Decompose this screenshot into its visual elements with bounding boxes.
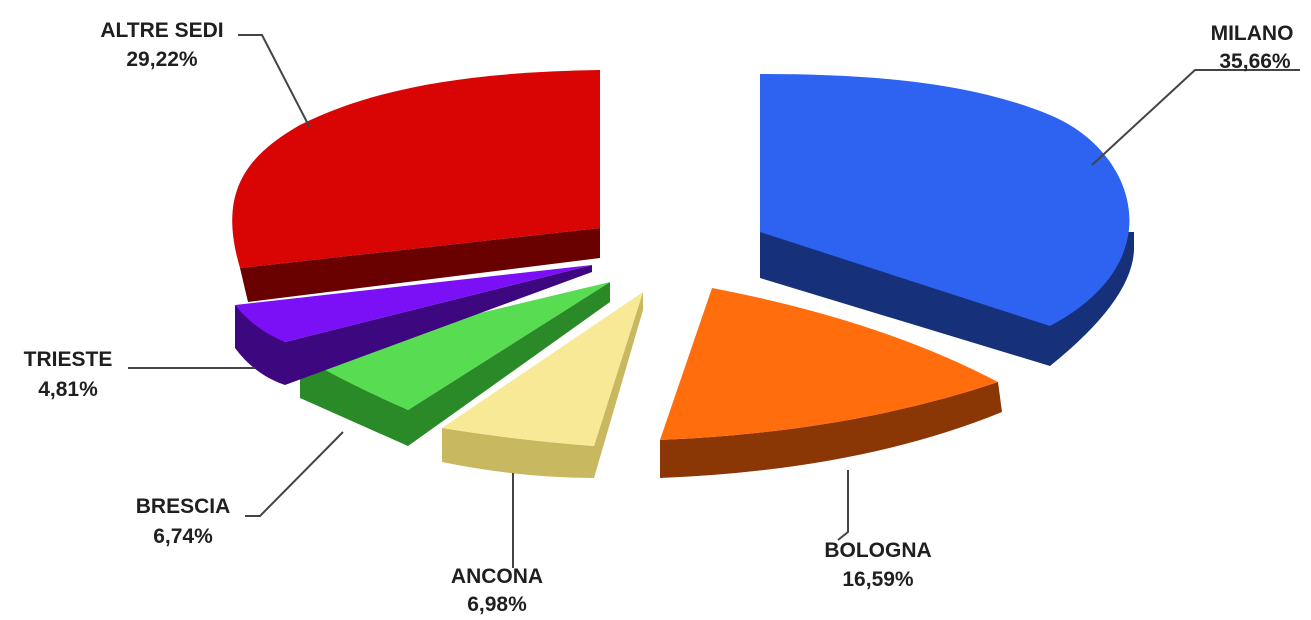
slice-altre-sedi-top: [232, 70, 600, 268]
label-trieste: TRIESTE 4,81%: [24, 348, 113, 401]
slice-bologna-side: [660, 382, 1002, 478]
leader-altre-sedi: [238, 34, 311, 129]
slice-brescia-top: [300, 282, 610, 410]
label-ancona-value: 6,98%: [467, 593, 527, 616]
label-brescia: BRESCIA 6,74%: [136, 495, 231, 548]
slice-altre-sedi-side: [240, 228, 600, 302]
slice-brescia: [300, 282, 610, 446]
label-altre-sedi-name: ALTRE SEDI: [100, 19, 223, 42]
leader-bologna: [837, 470, 849, 541]
leader-brescia: [245, 431, 344, 517]
slice-ancona: [442, 292, 643, 478]
slice-trieste-side: [235, 305, 285, 385]
slice-bologna: [660, 288, 1002, 478]
slice-ancona-top: [442, 292, 643, 446]
label-trieste-name: TRIESTE: [24, 348, 113, 371]
slice-milano-top: [760, 74, 1130, 326]
label-trieste-value: 4,81%: [38, 378, 98, 401]
label-bologna-name: BOLOGNA: [824, 539, 931, 562]
slice-trieste: [235, 265, 592, 385]
label-brescia-name: BRESCIA: [136, 495, 231, 518]
label-bologna: BOLOGNA 16,59%: [824, 539, 931, 591]
label-altre-sedi: ALTRE SEDI 29,22%: [100, 19, 223, 71]
slice-trieste-inner: [285, 265, 592, 385]
label-brescia-value: 6,74%: [153, 525, 213, 548]
label-bologna-value: 16,59%: [842, 568, 914, 591]
label-ancona-name: ANCONA: [451, 565, 543, 588]
label-ancona: ANCONA 6,98%: [451, 565, 543, 616]
slice-milano: [760, 74, 1134, 366]
slice-bologna-top: [660, 288, 998, 440]
label-milano: MILANO 35,66%: [1211, 22, 1294, 73]
label-milano-name: MILANO: [1211, 22, 1294, 45]
slice-altre-sedi: [232, 70, 600, 302]
leader-milano: [1091, 69, 1300, 166]
slice-brescia-side-left: [300, 355, 408, 446]
label-milano-value: 35,66%: [1219, 50, 1291, 73]
slice-trieste-top: [235, 265, 592, 342]
slice-ancona-side: [442, 292, 643, 478]
slice-brescia-side: [408, 282, 610, 446]
label-altre-sedi-value: 29,22%: [126, 48, 198, 71]
